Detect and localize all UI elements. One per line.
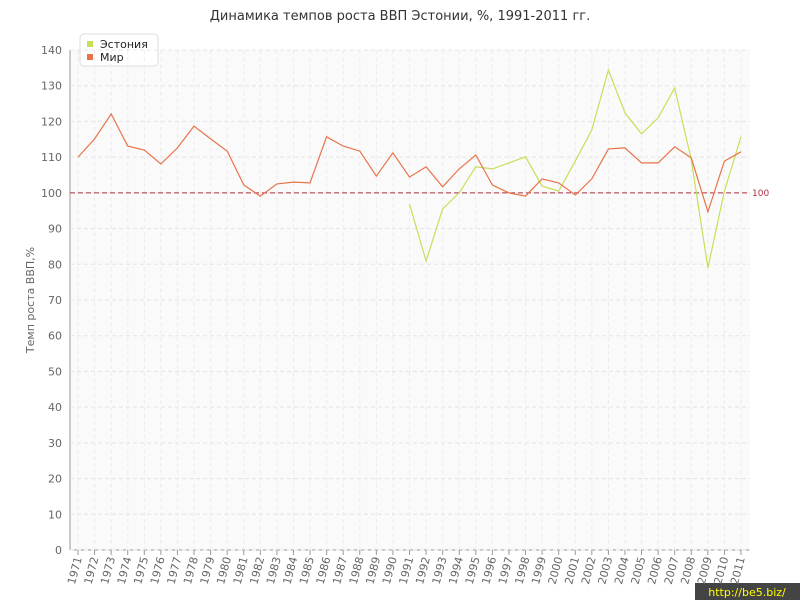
y-tick-label: 40	[48, 401, 62, 414]
y-tick-label: 140	[41, 44, 62, 57]
y-tick-label: 110	[41, 151, 62, 164]
series-line	[77, 112, 742, 214]
watermark-bg	[695, 583, 800, 600]
y-tick-label: 50	[48, 365, 62, 378]
y-tick-label: 10	[48, 508, 62, 521]
y-tick-label: 80	[48, 258, 62, 271]
y-tick-label: 120	[41, 115, 62, 128]
y-tick-label: 70	[48, 294, 62, 307]
series-line	[408, 68, 742, 269]
legend-label: Эстония	[100, 38, 148, 51]
y-tick-label: 130	[41, 80, 62, 93]
y-tick-label: 30	[48, 437, 62, 450]
watermark: http://be5.biz/	[708, 586, 786, 599]
x-tick-label: 2011	[728, 555, 748, 585]
chart-title: Динамика темпов роста ВВП Эстонии, %, 19…	[210, 9, 591, 24]
legend-swatch	[87, 41, 93, 47]
y-tick-label: 0	[55, 544, 62, 557]
legend-label: Мир	[100, 51, 124, 64]
y-tick-label: 100	[41, 187, 62, 200]
y-axis-label: Темп роста ВВП,%	[24, 247, 37, 354]
legend-swatch	[87, 54, 93, 60]
y-tick-label: 20	[48, 473, 62, 486]
reference-label: 100	[752, 189, 769, 199]
y-tick-label: 60	[48, 330, 62, 343]
y-tick-label: 90	[48, 223, 62, 236]
